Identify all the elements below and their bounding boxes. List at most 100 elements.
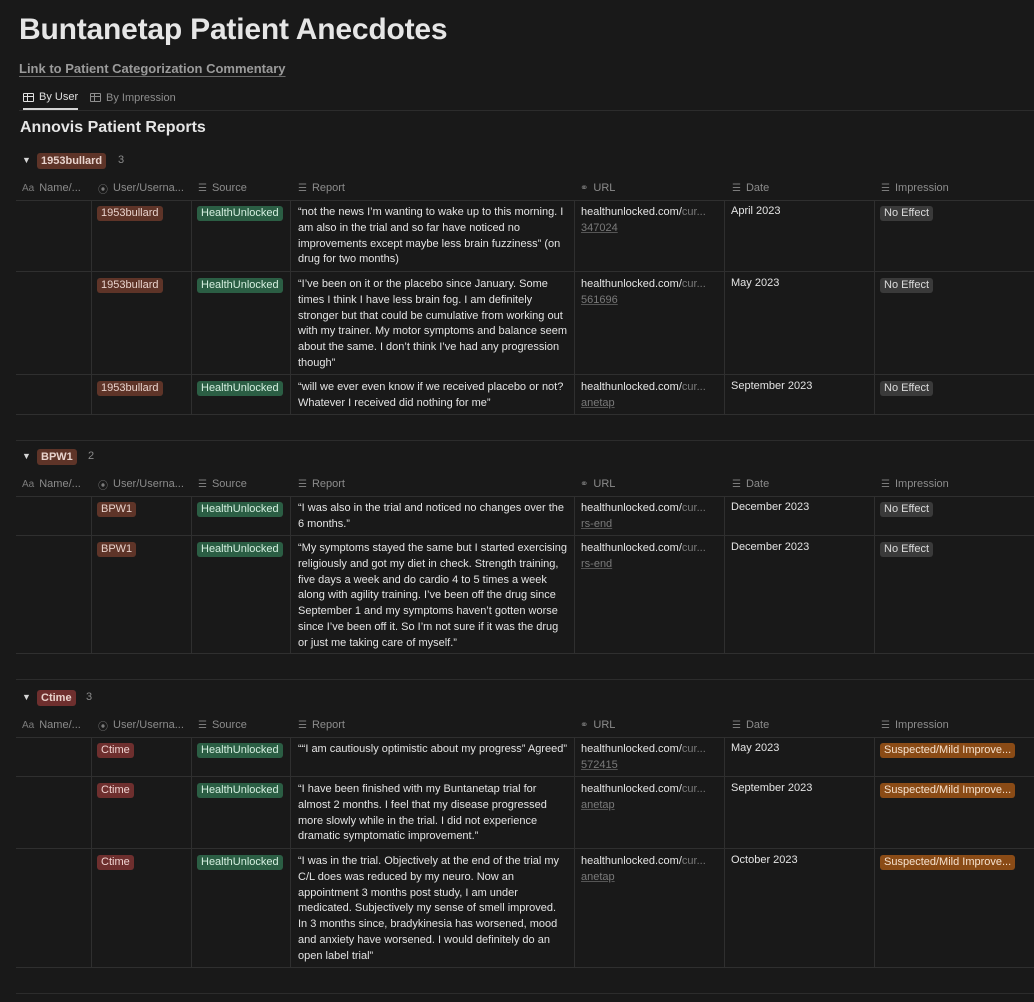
source-cell[interactable]: HealthUnlocked [191, 737, 291, 776]
url-column-header[interactable]: ⚭ URL [580, 472, 615, 496]
user-cell[interactable]: 1953bullard [91, 272, 192, 374]
source-cell[interactable]: HealthUnlocked [191, 200, 291, 271]
user-cell[interactable]: 1953bullard [91, 200, 192, 271]
url-cell[interactable]: healthunlocked.com/cur... anetap [574, 849, 725, 967]
url-column-header[interactable]: ⚭ URL [580, 713, 615, 737]
table-row[interactable]: BPW1 HealthUnlocked “My symptoms stayed th… [16, 536, 1034, 654]
name-cell[interactable] [16, 375, 92, 414]
url-cell[interactable]: healthunlocked.com/cur... rs-end [574, 496, 725, 535]
date-cell[interactable]: September 2023 [724, 375, 875, 414]
url-link[interactable]: healthunlocked.com/cur... anetap [581, 380, 719, 412]
impression-cell[interactable]: Suspected/Mild Improve... [874, 737, 1034, 776]
report-cell[interactable]: ““I am cautiously optimistic about my pr… [290, 737, 575, 776]
date-cell[interactable]: October 2023 [724, 849, 875, 967]
url-link[interactable]: healthunlocked.com/cur... rs-end [581, 501, 719, 533]
name-cell[interactable] [16, 777, 92, 848]
url-link[interactable]: healthunlocked.com/cur... rs-end [581, 541, 719, 573]
source-cell[interactable]: HealthUnlocked [191, 777, 291, 848]
user-cell[interactable]: BPW1 [91, 496, 192, 535]
source-column-header[interactable]: ☰ Source [198, 713, 247, 737]
report-column-header[interactable]: ☰ Report [298, 176, 345, 200]
source-cell[interactable]: HealthUnlocked [191, 272, 291, 374]
report-cell[interactable]: “not the news I’m wanting to wake up to … [290, 200, 575, 271]
name-column-header[interactable]: Aa Name/... [22, 176, 81, 200]
user-column-header[interactable]: ⦿ User/Userna... [98, 713, 184, 737]
source-cell[interactable]: HealthUnlocked [191, 375, 291, 414]
source-column-header[interactable]: ☰ Source [198, 472, 247, 496]
impression-column-header[interactable]: ☰ Impression [881, 472, 949, 496]
date-cell[interactable]: September 2023 [724, 777, 875, 848]
impression-cell[interactable]: No Effect [874, 375, 1034, 414]
url-cell[interactable]: healthunlocked.com/cur... rs-end [574, 536, 725, 653]
date-column-header[interactable]: ☰ Date [732, 176, 769, 200]
date-cell[interactable]: December 2023 [724, 496, 875, 535]
report-cell[interactable]: “I’ve been on it or the placebo since Ja… [290, 272, 575, 374]
impression-cell[interactable]: No Effect [874, 272, 1034, 374]
impression-column-header[interactable]: ☰ Impression [881, 176, 949, 200]
table-row[interactable]: Ctime HealthUnlocked “I have been finished… [16, 777, 1034, 849]
url-link[interactable]: healthunlocked.com/cur... 572415 [581, 742, 719, 774]
report-column-header[interactable]: ☰ Report [298, 713, 345, 737]
tab-by-impression[interactable]: By Impression [90, 86, 176, 109]
table-row[interactable]: Ctime HealthUnlocked ““I am cautiously opt… [16, 737, 1034, 777]
date-cell[interactable]: May 2023 [724, 737, 875, 776]
name-cell[interactable] [16, 496, 92, 535]
date-column-header[interactable]: ☰ Date [732, 713, 769, 737]
group-header[interactable]: ▼ Ctime 3 [0, 687, 600, 709]
user-cell[interactable]: Ctime [91, 777, 192, 848]
url-cell[interactable]: healthunlocked.com/cur... anetap [574, 777, 725, 848]
user-cell[interactable]: BPW1 [91, 536, 192, 653]
table-row[interactable]: 1953bullard HealthUnlocked “not the news I… [16, 200, 1034, 272]
table-row[interactable]: 1953bullard HealthUnlocked “I’ve been on i… [16, 272, 1034, 375]
impression-column-header[interactable]: ☰ Impression [881, 713, 949, 737]
name-column-header[interactable]: Aa Name/... [22, 713, 81, 737]
url-link[interactable]: healthunlocked.com/cur... anetap [581, 854, 719, 886]
group-header[interactable]: ▼ 1953bullard 3 [0, 150, 600, 172]
name-cell[interactable] [16, 272, 92, 374]
table-row[interactable]: BPW1 HealthUnlocked “I was also in the tri… [16, 496, 1034, 536]
source-cell[interactable]: HealthUnlocked [191, 496, 291, 535]
group-header[interactable]: ▼ BPW1 2 [0, 446, 600, 468]
categorization-link[interactable]: Link to Patient Categorization Commentar… [19, 61, 286, 76]
user-column-header[interactable]: ⦿ User/Userna... [98, 176, 184, 200]
impression-cell[interactable]: Suspected/Mild Improve... [874, 849, 1034, 967]
tab-by-user[interactable]: By User [23, 86, 79, 110]
name-cell[interactable] [16, 200, 92, 271]
impression-cell[interactable]: Suspected/Mild Improve... [874, 777, 1034, 848]
report-cell[interactable]: “I was in the trial. Objectively at the … [290, 849, 575, 967]
user-cell[interactable]: Ctime [91, 849, 192, 967]
date-cell[interactable]: April 2023 [724, 200, 875, 271]
report-column-header[interactable]: ☰ Report [298, 472, 345, 496]
report-cell[interactable]: “My symptoms stayed the same but I start… [290, 536, 575, 653]
report-cell[interactable]: “I was also in the trial and noticed no … [290, 496, 575, 535]
table-row[interactable]: Ctime HealthUnlocked “I was in the trial. … [16, 849, 1034, 968]
source-cell[interactable]: HealthUnlocked [191, 536, 291, 653]
url-cell[interactable]: healthunlocked.com/cur... anetap [574, 375, 725, 414]
caret-down-icon[interactable]: ▼ [22, 155, 31, 165]
url-link[interactable]: healthunlocked.com/cur... 561696 [581, 277, 719, 309]
url-cell[interactable]: healthunlocked.com/cur... 347024 [574, 200, 725, 271]
impression-cell[interactable]: No Effect [874, 496, 1034, 535]
source-column-header[interactable]: ☰ Source [198, 176, 247, 200]
report-cell[interactable]: “will we ever even know if we received p… [290, 375, 575, 414]
source-cell[interactable]: HealthUnlocked [191, 849, 291, 967]
user-cell[interactable]: 1953bullard [91, 375, 192, 414]
impression-cell[interactable]: No Effect [874, 200, 1034, 271]
name-cell[interactable] [16, 849, 92, 967]
url-link[interactable]: healthunlocked.com/cur... 347024 [581, 205, 719, 237]
date-cell[interactable]: December 2023 [724, 536, 875, 653]
caret-down-icon[interactable]: ▼ [22, 692, 31, 702]
date-column-header[interactable]: ☰ Date [732, 472, 769, 496]
user-cell[interactable]: Ctime [91, 737, 192, 776]
report-cell[interactable]: “I have been finished with my Buntanetap… [290, 777, 575, 848]
caret-down-icon[interactable]: ▼ [22, 451, 31, 461]
name-cell[interactable] [16, 737, 92, 776]
table-row[interactable]: 1953bullard HealthUnlocked “will we ever e… [16, 375, 1034, 415]
url-cell[interactable]: healthunlocked.com/cur... 561696 [574, 272, 725, 374]
url-link[interactable]: healthunlocked.com/cur... anetap [581, 782, 719, 814]
date-cell[interactable]: May 2023 [724, 272, 875, 374]
url-column-header[interactable]: ⚭ URL [580, 176, 615, 200]
name-column-header[interactable]: Aa Name/... [22, 472, 81, 496]
impression-cell[interactable]: No Effect [874, 536, 1034, 653]
url-cell[interactable]: healthunlocked.com/cur... 572415 [574, 737, 725, 776]
